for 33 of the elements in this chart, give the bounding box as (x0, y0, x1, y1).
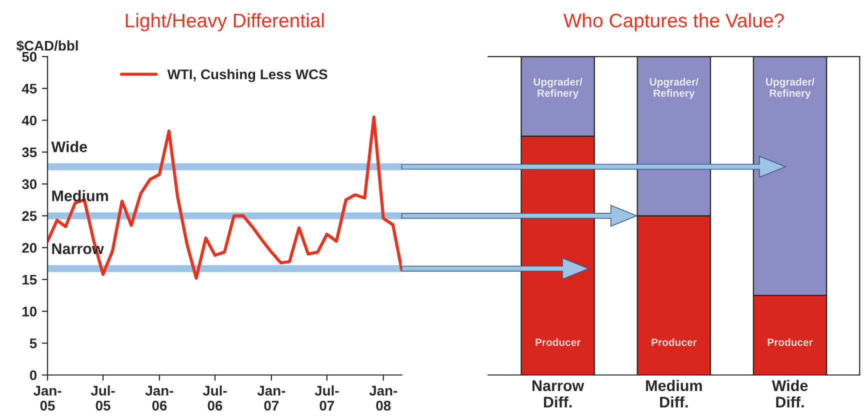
y-tick-label: 30 (22, 179, 37, 190)
x-tick-label: Jan- 05 (33, 386, 62, 411)
x-tick-label: Jan- 06 (145, 386, 174, 411)
series-label: Producer (536, 338, 581, 346)
x-tick-label: Medium Diff. (646, 380, 702, 408)
legend-label: WTI, Cushing Less WCS (167, 69, 328, 82)
x-tick-label: Jan- 07 (257, 386, 286, 411)
x-tick-label: Jul- 06 (202, 385, 227, 411)
y-tick-label: 0 (30, 370, 37, 380)
y-axis-title: $CAD/bbl (16, 40, 78, 52)
chart-title: Light/Heavy Differential (126, 13, 324, 32)
y-tick-label: 35 (22, 147, 37, 158)
ref-line-label: Medium (52, 190, 108, 202)
y-tick-label: 40 (22, 116, 37, 126)
text: Upgrader/ Refinery (650, 78, 698, 99)
x-tick-label: Narrow Diff. (532, 380, 584, 408)
ref-line-label: Wide (51, 141, 88, 152)
y-tick-label: 50 (22, 52, 37, 62)
y-tick-label: 5 (30, 338, 37, 348)
text: Producer (652, 338, 697, 346)
x-tick-label: Jul- 05 (90, 385, 115, 411)
x-tick-label: Jan- 08 (369, 386, 398, 411)
x-tick-label: Jul- 07 (314, 385, 339, 411)
text: Upgrader/ Refinery (766, 78, 815, 99)
y-tick-label: 20 (22, 242, 37, 253)
series-label: Upgrader/ Refinery (534, 78, 582, 99)
y-tick-label: 45 (22, 84, 37, 94)
text: Producer (768, 338, 813, 346)
x-tick-label: Wide Diff. (772, 380, 808, 408)
chart-title: Who Captures the Value? (563, 13, 784, 32)
y-tick-label: 10 (22, 306, 37, 316)
y-tick-label: 25 (22, 211, 37, 221)
y-tick-label: 15 (22, 274, 37, 285)
